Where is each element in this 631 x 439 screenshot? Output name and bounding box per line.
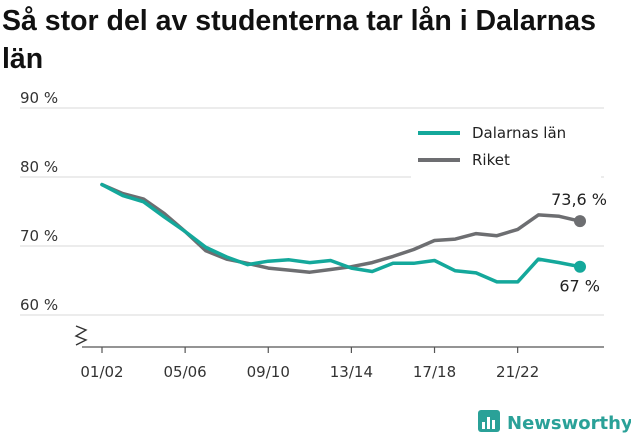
y-tick-label: 60 % bbox=[20, 296, 58, 314]
x-tick-label: 05/06 bbox=[164, 363, 207, 381]
series-line bbox=[100, 182, 582, 284]
x-tick-label: 17/18 bbox=[413, 363, 456, 381]
legend-label: Dalarnas län bbox=[472, 124, 566, 142]
series-lines bbox=[100, 182, 586, 284]
end-point bbox=[574, 215, 586, 228]
y-tick-label: 80 % bbox=[20, 158, 58, 176]
x-axis: 01/02 05/06 09/10 13/14 17/18 21/22 bbox=[74, 325, 604, 381]
x-tick-label: 09/10 bbox=[247, 363, 290, 381]
x-tick-label: 01/02 bbox=[80, 363, 123, 381]
legend-label: Riket bbox=[472, 151, 510, 169]
end-label: 67 % bbox=[559, 277, 600, 296]
series-line bbox=[100, 182, 582, 274]
end-labels: 73,6 % 67 % bbox=[551, 190, 607, 296]
axis-break-icon bbox=[74, 325, 88, 346]
brand-name: Newsworthy bbox=[507, 413, 631, 434]
end-label: 73,6 % bbox=[551, 190, 607, 209]
y-tick-label: 90 % bbox=[20, 89, 58, 107]
y-tick-label: 70 % bbox=[20, 227, 58, 245]
end-point bbox=[574, 260, 586, 273]
y-axis-ticks: 60 % 70 % 80 % 90 % bbox=[20, 89, 58, 314]
x-tick-label: 21/22 bbox=[496, 363, 539, 381]
chart-title: Så stor del av studenterna tar lån i Dal… bbox=[2, 5, 596, 75]
legend: Dalarnas län Riket bbox=[411, 118, 601, 178]
x-tick-label: 13/14 bbox=[330, 363, 373, 381]
legend-background bbox=[411, 118, 601, 178]
newsworthy-logo: Newsworthy bbox=[478, 410, 631, 434]
